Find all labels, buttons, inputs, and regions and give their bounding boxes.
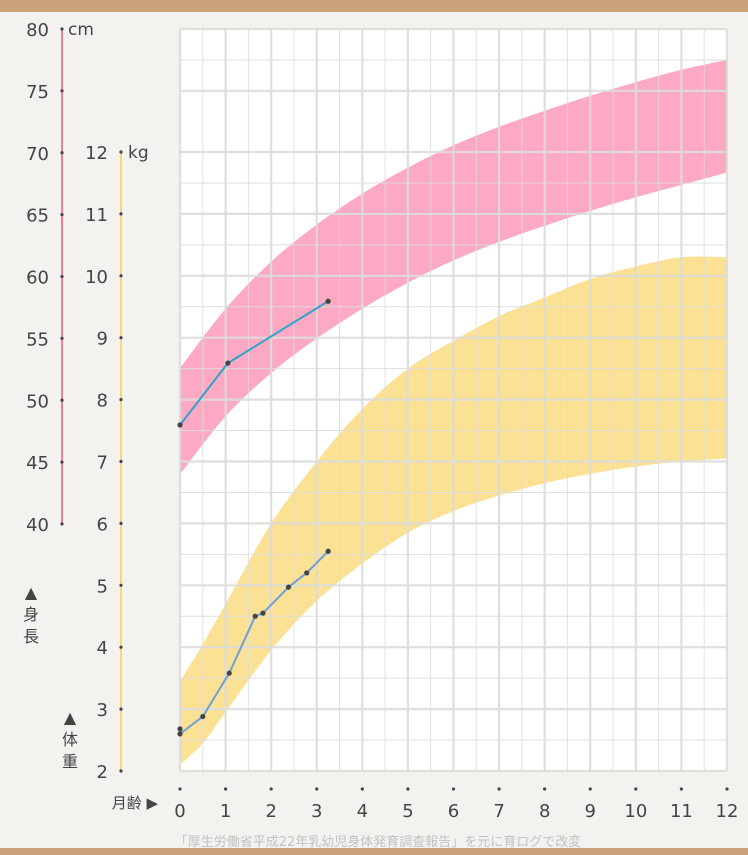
x-tick-label: 6 [448, 801, 459, 822]
weight-data-point [226, 670, 232, 676]
x-tick-dot [406, 787, 410, 791]
weight-data-point [325, 548, 331, 554]
source-footnote: 「厚生労働省平成22年乳幼児身体発育調査報告」を元に育ログで改変 [175, 834, 582, 850]
height-tick-label: 75 [26, 82, 49, 103]
weight-tick-dot [119, 707, 123, 711]
weight-tick-label: 9 [97, 329, 108, 350]
weight-tick-dot [119, 150, 123, 154]
weight-data-point [177, 726, 183, 732]
x-tick-dot [451, 787, 456, 791]
height-unit-label: cm [68, 20, 94, 40]
x-tick-label: 2 [265, 801, 276, 822]
weight-tick-dot [119, 583, 123, 587]
weight-tick-label: 11 [85, 205, 108, 226]
weight-tick-dot [119, 274, 123, 278]
x-tick-label: 7 [493, 801, 504, 822]
weight-tick-label: 12 [85, 143, 108, 164]
weight-tick-label: 2 [97, 762, 108, 783]
x-tick-label: 10 [624, 801, 647, 822]
height-data-point [177, 422, 183, 428]
x-tick-label: 4 [357, 801, 368, 822]
x-axis-label: 月齢 ▶ [112, 794, 159, 812]
weight-axis-caption: 重 [62, 752, 78, 771]
height-tick-label: 55 [26, 329, 49, 350]
weight-tick-label: 6 [97, 514, 108, 535]
weight-axis-caption: ▲ [64, 708, 77, 727]
x-tick-dot [497, 787, 501, 791]
height-tick-dot [60, 274, 64, 279]
weight-data-point [285, 584, 292, 590]
height-tick-dot [60, 398, 64, 402]
x-tick-label: 8 [539, 801, 550, 822]
x-tick-label: 1 [220, 801, 231, 822]
weight-data-point [200, 713, 206, 720]
weight-tick-dot [119, 398, 123, 402]
height-tick-dot [60, 522, 64, 526]
x-tick-label: 0 [174, 801, 185, 822]
weight-tick-dot [119, 212, 123, 216]
height-axis-caption: 身 [23, 605, 39, 624]
weight-tick-label: 4 [97, 638, 108, 659]
height-tick-dot [60, 89, 64, 93]
weight-data-point [252, 613, 258, 619]
weight-growth-line [179, 550, 329, 735]
x-tick-label: 11 [670, 801, 693, 822]
x-tick-dot [223, 787, 228, 791]
x-tick-label: 5 [402, 801, 413, 822]
height-axis-caption: ▲ [25, 583, 38, 602]
x-tick-dot [543, 787, 547, 791]
height-tick-label: 40 [26, 515, 49, 536]
weight-tick-dot [119, 336, 123, 340]
weight-tick-dot [119, 459, 123, 464]
height-tick-label: 60 [26, 268, 49, 289]
weight-data-point [177, 731, 183, 737]
weight-tick-dot [119, 645, 123, 649]
height-tick-dot [60, 213, 64, 217]
weight-tick-label: 7 [97, 453, 108, 474]
weight-data-point [304, 570, 310, 576]
height-tick-dot [60, 336, 64, 340]
x-tick-dot [725, 787, 729, 791]
weight-tick-label: 8 [97, 391, 108, 412]
height-tick-label: 65 [26, 206, 49, 227]
height-tick-dot [60, 151, 64, 155]
height-tick-label: 80 [26, 20, 49, 41]
x-tick-dot [634, 787, 638, 791]
height-tick-label: 45 [26, 453, 49, 474]
x-tick-dot [360, 787, 364, 791]
height-data-point [225, 360, 231, 366]
x-tick-dot [315, 787, 319, 791]
x-tick-label: 3 [311, 801, 322, 822]
x-tick-dot [269, 787, 273, 791]
x-tick-label: 12 [716, 801, 739, 822]
top-wood-frame [0, 0, 748, 12]
weight-axis-caption: 体 [62, 730, 78, 749]
weight-data-point [260, 610, 266, 616]
height-tick-label: 50 [26, 391, 49, 412]
weight-unit-label: kg [128, 143, 149, 163]
weight-tick-label: 5 [97, 576, 108, 597]
height-tick-label: 70 [26, 144, 49, 165]
weight-tick-dot [119, 521, 123, 526]
x-tick-dot [588, 787, 592, 791]
bottom-wood-frame [0, 848, 748, 855]
weight-tick-dot [119, 769, 123, 773]
height-data-point [325, 298, 331, 304]
height-axis-caption: 長 [23, 627, 39, 646]
weight-tick-label: 3 [97, 700, 108, 721]
x-tick-dot [178, 787, 182, 791]
x-tick-dot [679, 787, 684, 791]
x-tick-label: 9 [585, 801, 596, 822]
weight-tick-label: 10 [85, 267, 108, 288]
height-tick-dot [60, 27, 64, 31]
height-tick-dot [60, 460, 64, 464]
